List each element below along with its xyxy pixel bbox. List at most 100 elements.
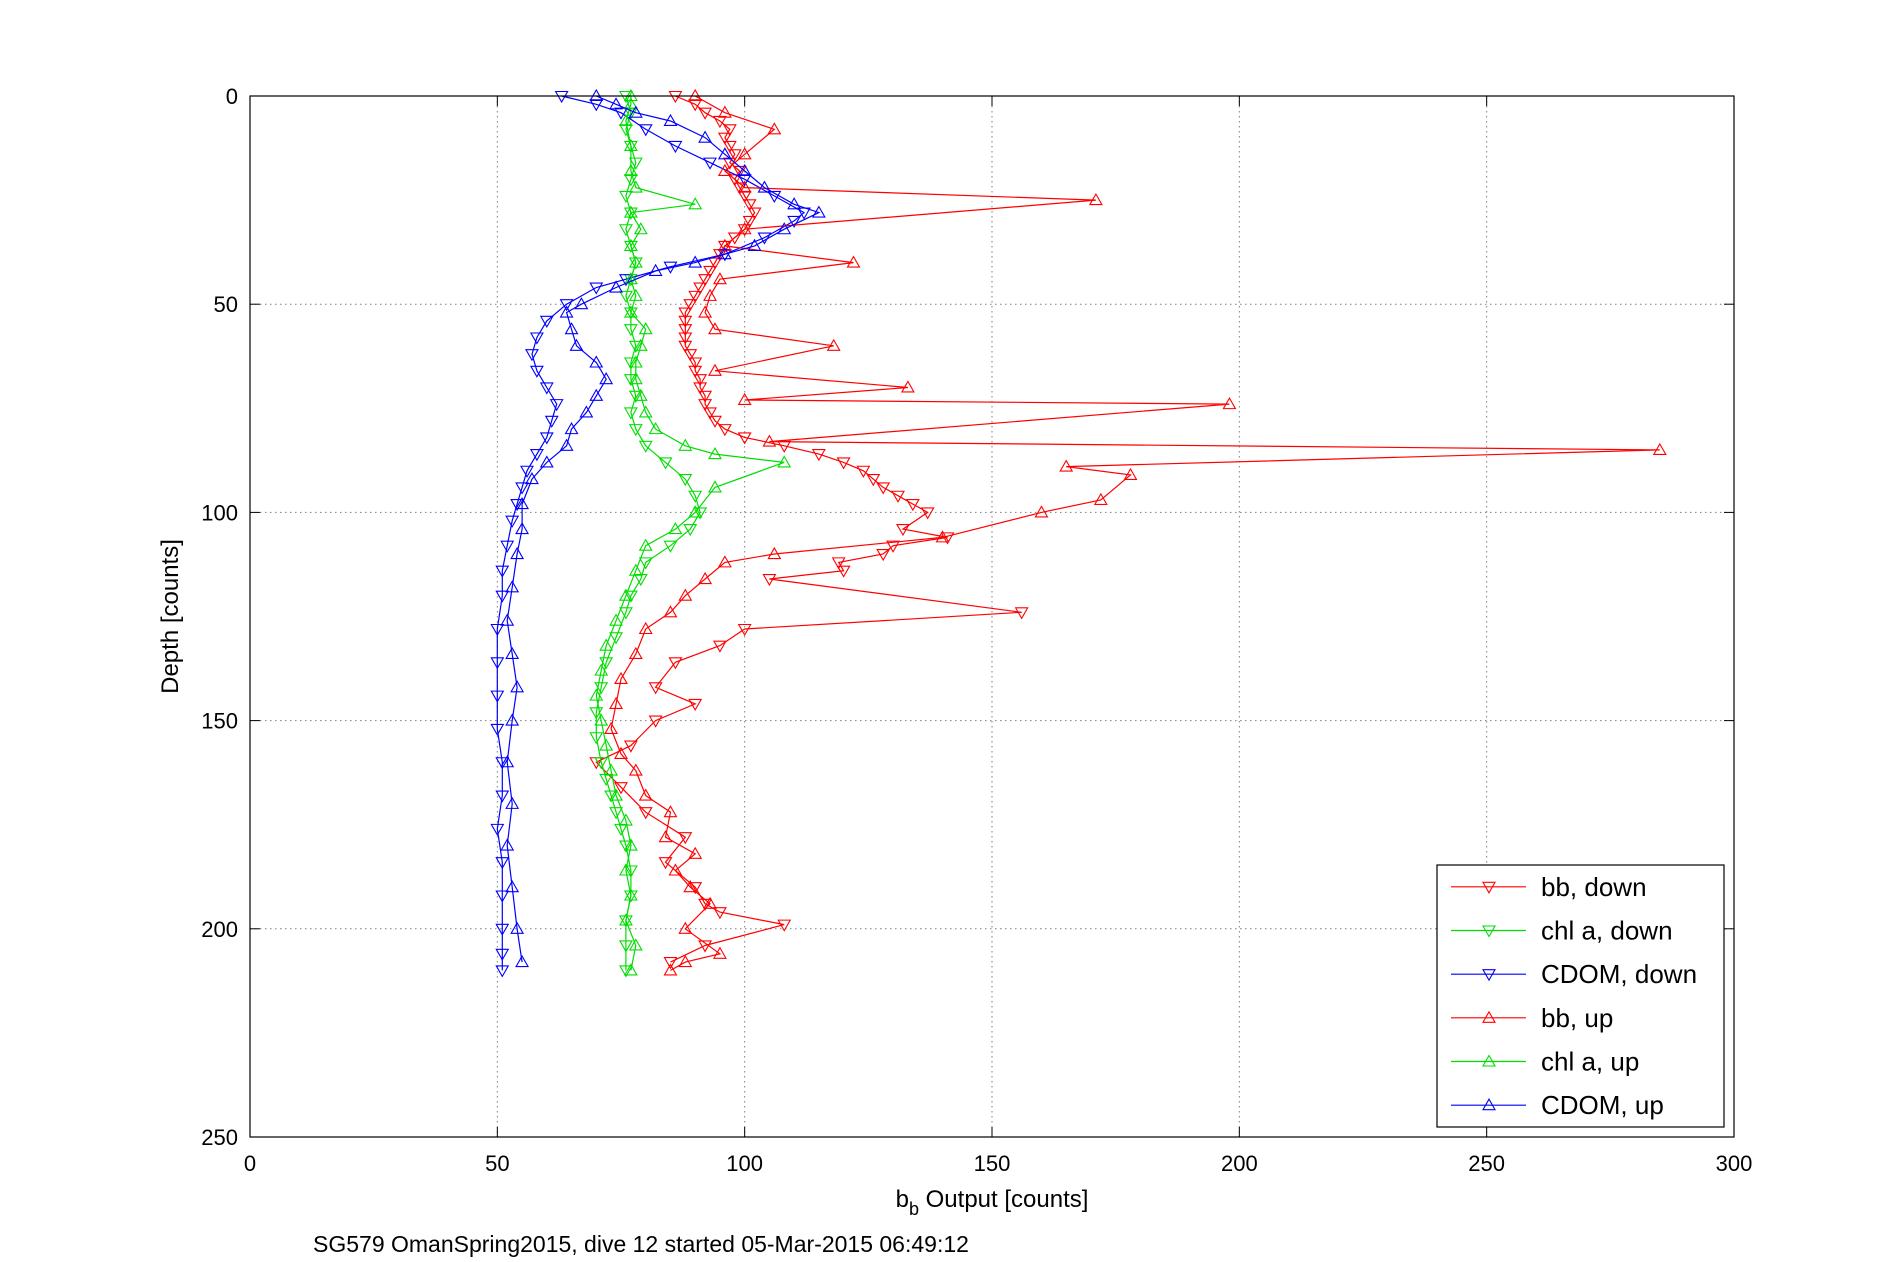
data-point [490,823,505,836]
data-point [678,955,693,968]
data-point [505,580,520,593]
data-point [717,163,732,177]
data-point [846,255,861,268]
legend-label: chl a, down [1541,916,1673,946]
data-point [638,807,653,820]
data-point [708,446,722,460]
data-point [693,382,708,395]
data-point [539,382,554,395]
data-point [683,880,698,893]
data-point [712,907,727,920]
data-point [618,274,633,287]
data-point [618,190,633,204]
legend-label: CDOM, down [1541,959,1697,989]
data-point [678,921,693,934]
data-point [500,540,515,553]
data-point [554,90,569,104]
data-point [623,740,638,753]
data-point [747,207,762,220]
data-point [678,332,693,345]
data-point [525,471,539,485]
data-point [688,88,703,102]
legend-swatch-marker [1482,1054,1496,1067]
data-point [618,813,633,826]
data-point [604,790,619,803]
data-point [678,307,693,320]
data-point [787,215,802,229]
data-point [663,605,678,618]
x-axis-label-base: b [896,1186,909,1213]
data-point [638,788,653,801]
data-point [787,197,802,210]
data-point [836,457,851,470]
data-point [698,130,713,143]
data-point [618,113,633,127]
x-axis-label-subscript: b [909,1199,919,1219]
data-point [737,432,752,445]
data-point [623,963,638,976]
data-point [920,507,935,520]
data-point [688,255,703,268]
data-point [866,474,881,487]
data-point [717,132,732,145]
data-point [495,565,510,578]
data-point [836,565,851,578]
data-point [737,147,752,160]
data-point [500,755,515,768]
data-point [683,299,698,312]
data-point [510,499,525,512]
y-tick-label: 100 [201,500,238,525]
data-point [618,913,633,926]
data-point [1059,459,1074,472]
legend-item: chl a, down [1451,916,1673,946]
data-point [628,563,643,576]
data-point [638,538,653,551]
data-point [737,623,752,637]
data-point [742,215,757,229]
data-point [658,457,673,470]
data-point [609,97,624,110]
data-point [811,449,826,462]
data-point [737,222,752,235]
legend-item: CDOM, down [1451,959,1697,989]
y-tick-label: 50 [214,292,238,317]
data-point [638,557,653,570]
legend-label: CDOM, up [1541,1090,1664,1120]
data-point [510,680,525,693]
data-point [505,646,520,660]
data-point [663,963,678,976]
data-point [618,607,633,620]
data-point [747,238,762,251]
data-point [722,124,737,137]
data-point [623,890,638,903]
data-point [940,532,955,545]
data-point [900,380,915,393]
data-point [495,790,510,803]
data-point [505,713,520,726]
legend-swatch-marker [1482,1010,1496,1023]
data-point [693,282,708,295]
data-point [935,530,950,543]
data-point [668,140,683,154]
data-point [767,546,782,560]
data-point [678,832,693,845]
data-point [623,307,638,320]
legend-swatch-marker [1482,881,1496,894]
x-axis-label-rest: Output [counts] [919,1186,1088,1213]
data-point [599,773,614,787]
axis-ticks: 0 50 100 150 200 250 300 0 50 100 150 200 250 [201,84,1752,1176]
data-point [663,957,678,970]
data-point [1034,505,1049,518]
data-point [737,163,752,177]
data-point [658,857,673,870]
data-point [529,449,544,462]
data-point [708,480,722,493]
data-point [708,415,722,428]
data-point [767,190,782,204]
x-tick-label: 200 [1221,1151,1258,1176]
data-point [618,965,633,978]
data-point [529,332,544,345]
data-point [688,846,703,859]
data-point [683,524,698,537]
